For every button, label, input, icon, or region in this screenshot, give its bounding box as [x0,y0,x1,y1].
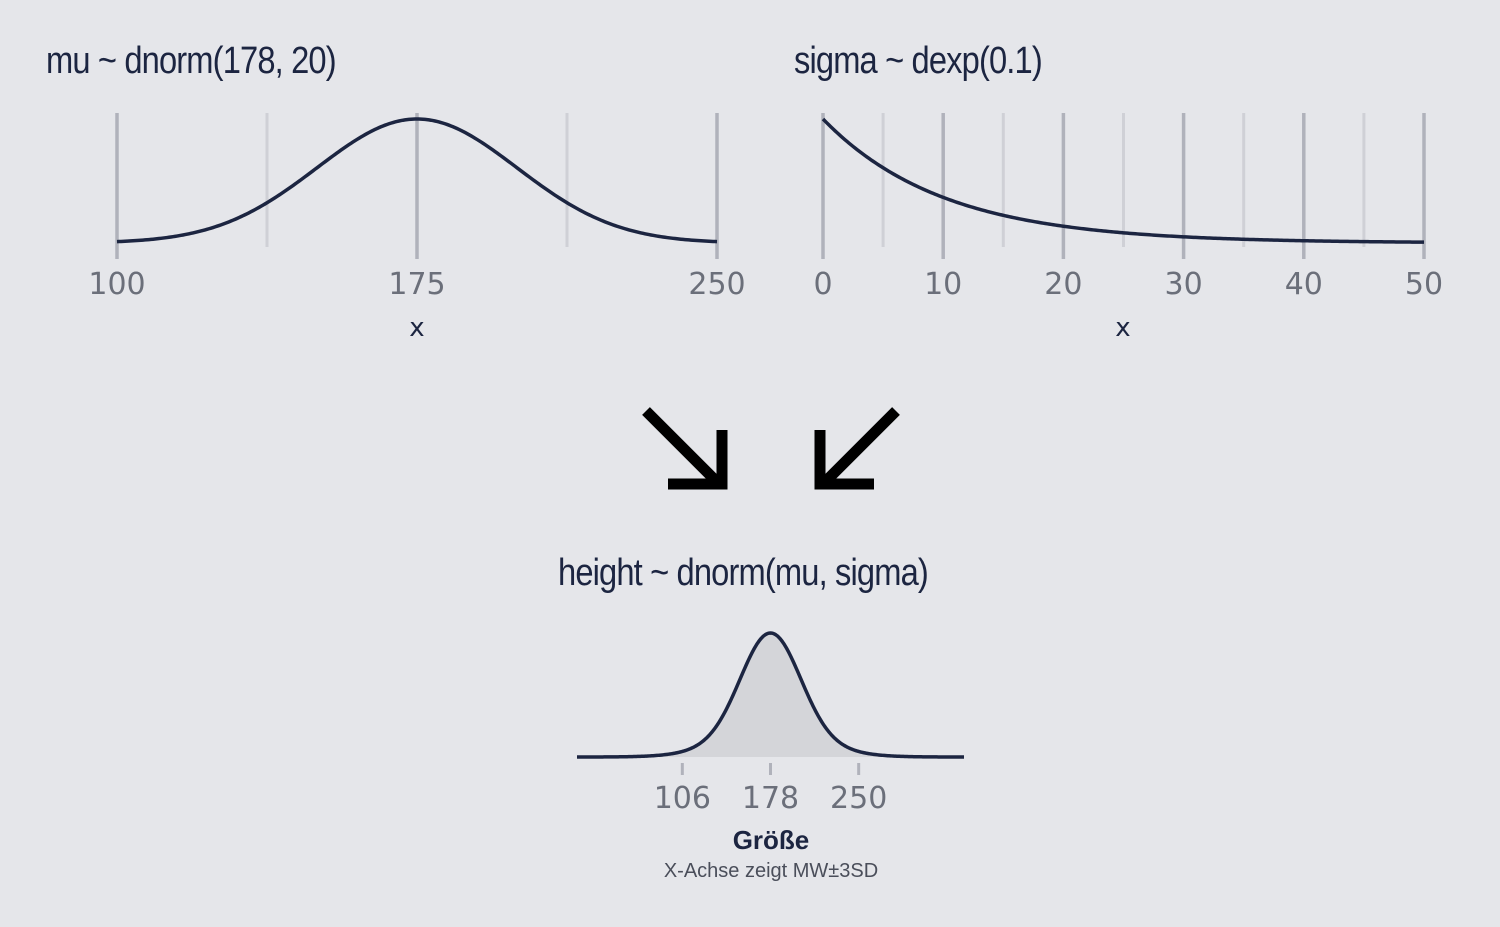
x-tick-label: 175 [388,267,445,302]
mu-gridlines [115,113,719,259]
sigma-x-axis-title: x [1115,313,1130,343]
sigma-tick-labels: 0 10 20 30 40 50 [813,267,1443,302]
mu-tick-labels: 100 175 250 [88,267,745,302]
x-tick-label: 20 [1044,267,1082,302]
arrow-down-left-icon [814,407,900,490]
x-tick-label: 250 [688,267,745,302]
x-tick-label: 10 [924,267,962,302]
mu-prior-title: mu ~ dnorm(178, 20) [46,40,337,82]
height-caption: X-Achse zeigt MW±3SD [664,860,878,882]
x-tick-label: 178 [742,781,799,816]
arrow-down-right-icon [642,407,728,490]
sigma-density-curve [821,117,1425,244]
x-tick-label: 100 [88,267,145,302]
height-likelihood-title: height ~ dnorm(mu, sigma) [558,552,929,594]
x-tick-label: 0 [813,267,832,302]
x-tick-label: 106 [654,781,711,816]
height-density-area [577,633,964,757]
x-tick-label: 40 [1285,267,1323,302]
mu-x-axis-title: x [409,313,424,343]
height-x-axis-title: Größe [733,825,810,855]
x-tick-label: 30 [1165,267,1203,302]
sigma-prior-title: sigma ~ dexp(0.1) [794,40,1043,82]
x-tick-label: 50 [1405,267,1443,302]
height-tick-marks: 106 178 250 [654,763,887,816]
sigma-gridlines [821,113,1426,259]
x-tick-label: 250 [830,781,887,816]
height-density-curve [576,631,965,759]
mu-density-curve [116,117,718,244]
